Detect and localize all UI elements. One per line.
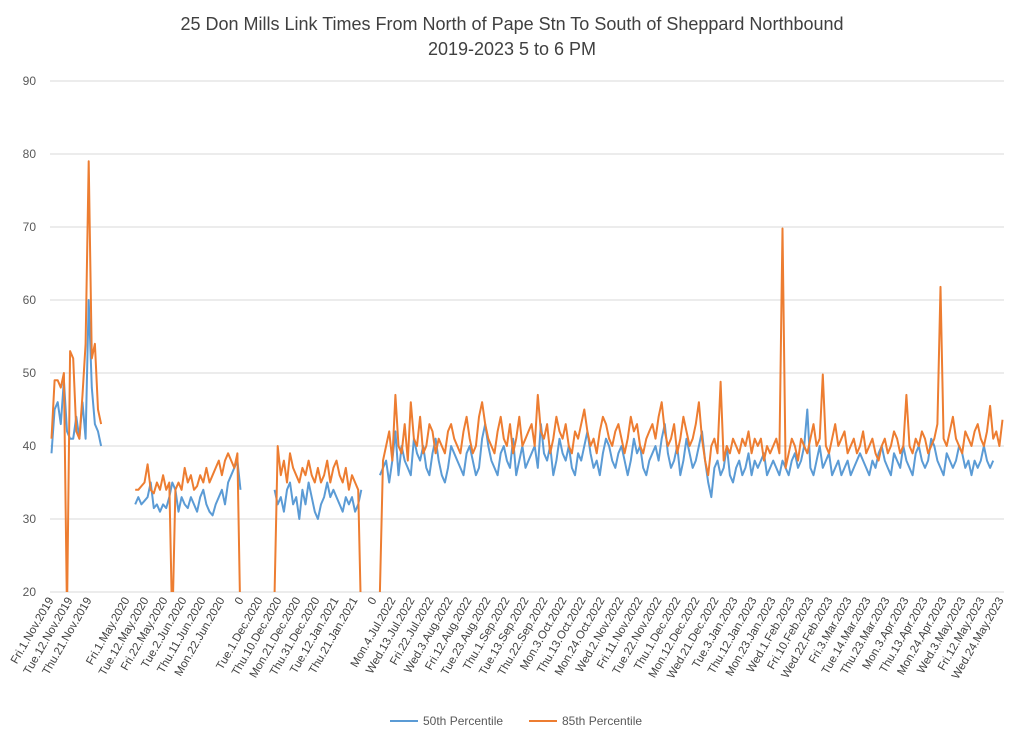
y-tick-label: 60 [23,293,37,307]
legend-label-50th: 50th Percentile [423,714,503,728]
y-tick-label: 80 [23,147,37,161]
series-50th-percentile-line [378,408,995,499]
y-axis-ticks: 20 30 40 50 60 70 80 90 [23,74,37,599]
series-50th-percentile-line [134,459,242,517]
y-tick-label: 30 [23,512,37,526]
series-85th-percentile-line [273,445,362,592]
y-tick-label: 40 [23,439,37,453]
chart-subtitle: 2019-2023 5 to 6 PM [428,39,596,59]
chart-title: 25 Don Mills Link Times From North of Pa… [180,14,843,34]
gridlines [50,80,1004,593]
series-lines [50,160,1004,592]
series-85th-percentile-line [50,160,103,592]
x-axis-ticks: Fri.1.Nov.2019Tue.12.Nov.2019Thu.21.Nov.… [9,596,1007,682]
y-tick-label: 20 [23,585,37,599]
series-50th-percentile-line [273,481,363,520]
series-85th-percentile-line [378,227,1004,592]
x-tick-label: 0 [366,596,380,608]
y-tick-label: 70 [23,220,37,234]
y-tick-label: 90 [23,74,37,88]
series-85th-percentile-line [135,452,241,592]
legend-label-85th: 85th Percentile [562,714,642,728]
y-tick-label: 50 [23,366,37,380]
x-tick-label: 0 [233,596,247,608]
legend: 50th Percentile 85th Percentile [390,714,642,728]
